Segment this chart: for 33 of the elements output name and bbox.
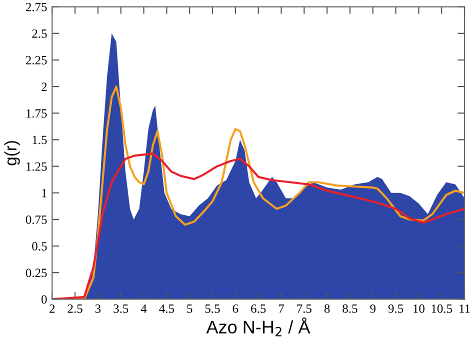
x-tick-label: 9.5 [388, 304, 404, 313]
x-axis-title: Azo N-H$_{2}$ / Å [206, 318, 310, 336]
x-tick-label: 2.5 [68, 304, 82, 313]
x-tick-label: 6 [232, 304, 238, 313]
y-tick-label: 0.75 [26, 215, 47, 224]
y-tick-label: 0 [42, 295, 47, 304]
x-tick-label: 6.5 [251, 304, 266, 313]
y-tick-label: 1.25 [26, 162, 47, 171]
x-tick-label: 3.5 [114, 304, 128, 313]
y-tick-label: 2.75 [26, 2, 47, 12]
y-tick-label: 0.25 [26, 268, 47, 278]
y-tick-label: 2.25 [26, 56, 47, 64]
y-tick-label: 2 [42, 82, 47, 91]
x-tick-label: 4.5 [159, 304, 174, 313]
x-tick-label: 11 [460, 304, 470, 313]
x-tick-label: 5 [187, 304, 192, 313]
x-tick-label: 4 [140, 304, 147, 313]
x-tick-label: 10.5 [432, 304, 452, 313]
y-axis-title: g(r) [4, 141, 20, 166]
x-tick-label: 8 [324, 304, 330, 313]
y-tick-label: 1 [42, 188, 47, 198]
x-tick-label: 10 [414, 304, 424, 313]
x-tick-label: 7.5 [297, 304, 312, 313]
y-tick-label: 2.5 [32, 29, 47, 38]
y-tick-label: 1.75 [26, 109, 47, 118]
x-tick-label: 8.5 [342, 304, 358, 313]
y-tick-label: 0.5 [32, 242, 47, 251]
x-tick-label: 2 [50, 304, 55, 313]
x-tick-label: 9 [370, 304, 376, 313]
y-tick-label: 1.5 [32, 136, 47, 144]
x-tick-label: 3 [95, 304, 101, 313]
x-tick-label: 5.5 [205, 304, 220, 313]
x-tick-label: 7 [278, 304, 284, 313]
